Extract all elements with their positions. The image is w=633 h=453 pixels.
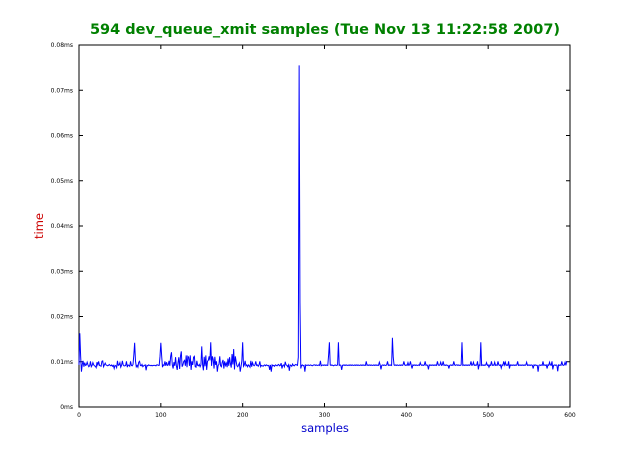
tick-labels: 0 100 200 300 400 500 600 0ms 0.01ms 0.02ms 0.03ms…	[51, 42, 576, 419]
y-tick-label: 0.01ms	[51, 359, 73, 366]
x-axis-label: samples	[301, 421, 349, 435]
x-tick-label: 0	[77, 412, 81, 419]
x-tick-label: 600	[564, 412, 576, 419]
tick-marks	[78, 44, 571, 408]
x-tick-label: 400	[401, 412, 413, 419]
chart-title: 594 dev_queue_xmit samples (Tue Nov 13 1…	[90, 22, 560, 38]
y-tick-label: 0.04ms	[51, 223, 73, 230]
x-tick-label: 300	[319, 412, 331, 419]
x-tick-label: 100	[155, 412, 167, 419]
x-tick-label: 200	[237, 412, 249, 419]
y-tick-label: 0.08ms	[51, 42, 73, 49]
y-tick-label: 0.03ms	[51, 268, 73, 275]
x-tick-label: 500	[482, 412, 494, 419]
series-line	[78, 65, 568, 372]
y-tick-label: 0.05ms	[51, 178, 73, 185]
y-axis-label: time	[32, 213, 46, 239]
y-tick-label: 0.06ms	[51, 133, 73, 140]
y-tick-label: 0.07ms	[51, 87, 73, 94]
plot-area	[78, 44, 571, 408]
y-tick-label: 0ms	[60, 404, 73, 411]
y-tick-label: 0.02ms	[51, 314, 73, 321]
